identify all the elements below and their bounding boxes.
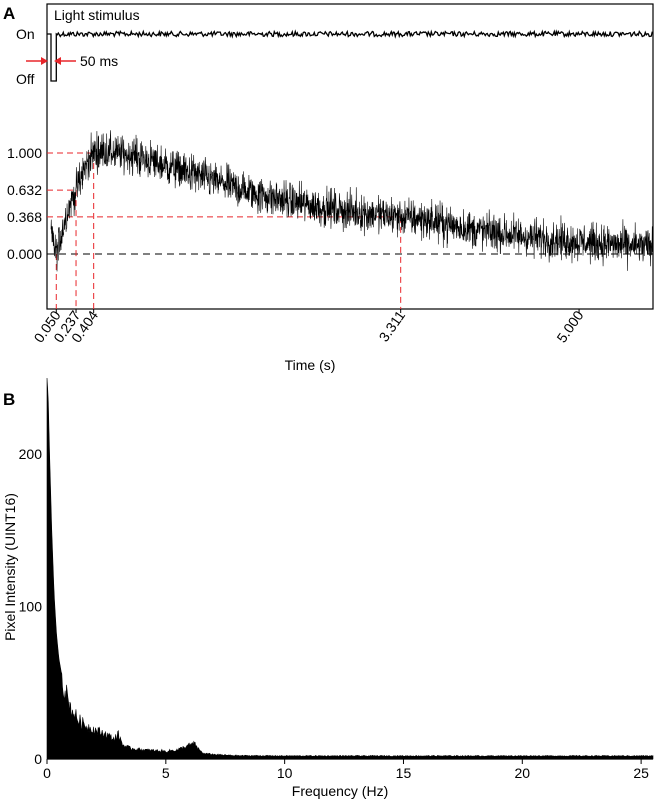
panel-a-x-tick-label: 5.000 [553, 307, 586, 345]
panel-a-x-axis-title: Time (s) [285, 357, 336, 373]
panel-a-y-tick-label: 0.368 [7, 209, 42, 225]
panel-a-y-tick-label: 1.000 [7, 145, 42, 161]
pulse-width-marker [26, 57, 76, 65]
panel-b-x-tick-label: 20 [515, 765, 531, 781]
response-trace [50, 130, 654, 272]
panel-a: A Light stimulus On Off 50 ms 1.000 0.632… [3, 3, 654, 373]
panel-a-y-tick-label: 0.632 [7, 182, 42, 198]
panel-b-x-tick-label: 5 [162, 765, 170, 781]
panel-b-x-axis-title: Frequency (Hz) [292, 783, 388, 799]
stimulus-trace [47, 29, 653, 82]
panel-b-x-tick-label: 0 [43, 765, 51, 781]
panel-b-y-ticks: 0 100 200 [19, 446, 43, 767]
panel-b-x-tick-label: 25 [633, 765, 649, 781]
panel-b-y-tick-label: 100 [19, 599, 43, 615]
pulse-width-label: 50 ms [80, 53, 118, 69]
panel-a-y-tick-label: 0.000 [7, 246, 42, 262]
panel-b: B 0 5 10 15 20 25 0 100 200 Frequency (Hz) Pixe… [2, 377, 654, 799]
panel-a-frame [46, 3, 654, 310]
panel-b-y-tick-label: 0 [34, 751, 42, 767]
stimulus-on-label: On [16, 26, 35, 42]
panel-b-letter: B [3, 390, 15, 409]
panel-b-x-ticks: 0 5 10 15 20 25 [43, 759, 649, 781]
panel-a-x-tick-label: 3.311 [376, 307, 409, 344]
panel-b-y-tick-label: 200 [19, 446, 43, 462]
panel-a-y-ticks: 1.000 0.632 0.368 0.000 [7, 145, 42, 262]
pulse-arrowhead-right [54, 57, 61, 65]
pulse-arrowhead-left [41, 57, 48, 65]
panel-b-x-tick-label: 15 [396, 765, 412, 781]
stimulus-label: Light stimulus [54, 7, 140, 23]
panel-b-y-axis-title: Pixel Intensity (UINT16) [2, 493, 18, 641]
stimulus-off-label: Off [16, 71, 35, 87]
spectrum-area [46, 377, 654, 760]
panel-b-x-tick-label: 10 [277, 765, 293, 781]
panel-a-letter: A [3, 4, 15, 23]
